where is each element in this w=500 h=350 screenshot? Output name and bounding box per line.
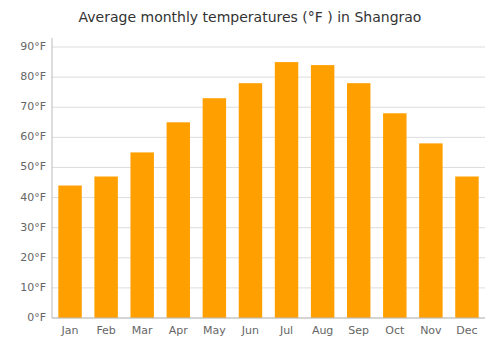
- bar: [130, 152, 153, 318]
- grid-line: [52, 77, 485, 78]
- y-tick-label: 30°F: [20, 221, 46, 234]
- grid-line: [52, 47, 485, 48]
- grid: [52, 47, 485, 318]
- bar: [311, 65, 334, 318]
- bar: [58, 186, 81, 318]
- y-tick-label: 20°F: [20, 251, 46, 264]
- grid-line: [52, 107, 485, 108]
- grid-line: [52, 137, 485, 138]
- y-axis: 0°F 10°F 20°F 30°F 40°F 50°F 60°F 70°F 80°F 90°F: [20, 40, 46, 324]
- bar: [167, 122, 190, 318]
- bar: [419, 143, 442, 318]
- y-tick-label: 90°F: [20, 40, 46, 53]
- bar: [275, 62, 298, 318]
- x-tick-label: Feb: [96, 324, 115, 337]
- x-axis-line: [52, 318, 485, 319]
- bar: [239, 83, 262, 318]
- x-tick-label: Aug: [312, 324, 333, 337]
- x-tick-label: Sep: [348, 324, 369, 337]
- x-tick-label: May: [203, 324, 226, 337]
- x-tick-label: Mar: [132, 324, 153, 337]
- y-tick-label: 10°F: [20, 281, 46, 294]
- bar: [383, 113, 406, 318]
- x-tick-label: Nov: [420, 324, 442, 337]
- chart-svg: 0°F 10°F 20°F 30°F 40°F 50°F 60°F 70°F 80°F 90°F J…: [0, 0, 500, 350]
- y-tick-label: 50°F: [20, 160, 46, 173]
- y-tick-label: 60°F: [20, 130, 46, 143]
- y-tick-label: 40°F: [20, 191, 46, 204]
- x-tick-label: Apr: [169, 324, 189, 337]
- x-tick-label: Jun: [241, 324, 259, 337]
- x-axis: Jan Feb Mar Apr May Jun Jul Aug Sep Oct Nov Dec: [61, 324, 478, 337]
- chart-container: 0°F 10°F 20°F 30°F 40°F 50°F 60°F 70°F 80°F 90°F J…: [0, 0, 500, 350]
- y-axis-line: [52, 38, 53, 318]
- grid-line: [52, 318, 485, 319]
- y-tick-label: 80°F: [20, 70, 46, 83]
- title: Average monthly temperatures (°F ) in Sh…: [79, 9, 422, 25]
- bar: [347, 83, 370, 318]
- x-tick-label: Jul: [279, 324, 293, 337]
- y-tick-label: 70°F: [20, 100, 46, 113]
- x-tick-label: Dec: [456, 324, 477, 337]
- bar: [203, 98, 226, 318]
- x-tick-label: Jan: [61, 324, 79, 337]
- bars: [58, 62, 478, 318]
- x-tick-label: Oct: [385, 324, 405, 337]
- bar: [455, 176, 478, 318]
- y-tick-label: 0°F: [27, 311, 46, 324]
- bar: [94, 176, 117, 318]
